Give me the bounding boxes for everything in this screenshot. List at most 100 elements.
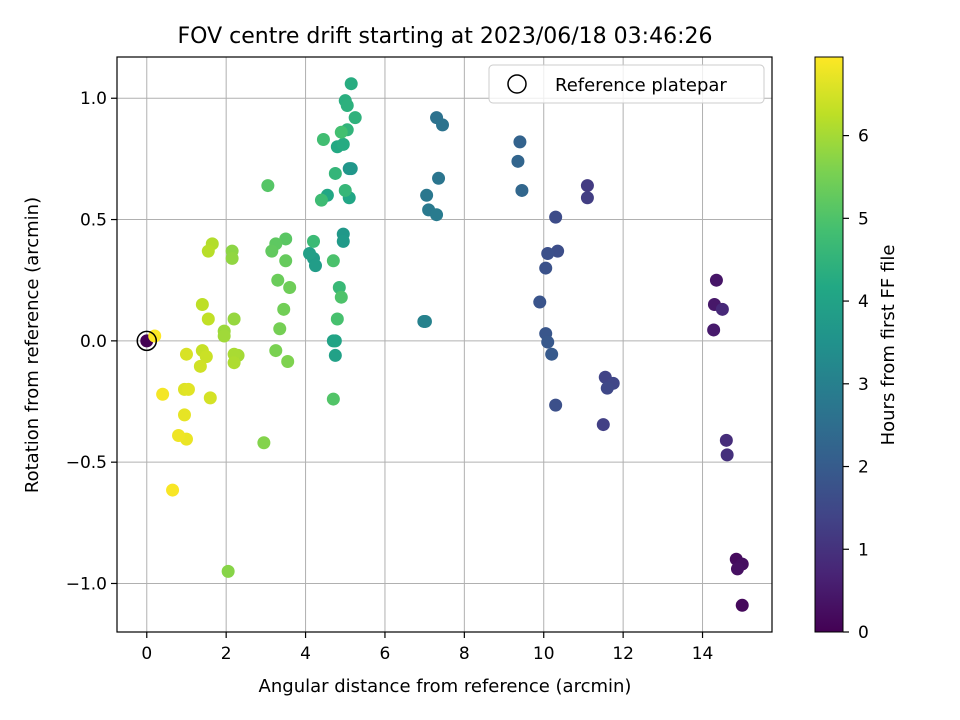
data-point <box>513 135 527 149</box>
colorbar-tick-label: 0 <box>858 623 869 643</box>
data-point <box>303 247 317 261</box>
data-point <box>541 335 555 349</box>
data-point <box>308 259 322 273</box>
data-point <box>549 398 563 412</box>
data-point <box>225 251 239 265</box>
x-tick-label: 14 <box>692 644 714 664</box>
data-point <box>273 322 287 336</box>
x-axis-label: Angular distance from reference (arcmin) <box>259 676 632 697</box>
y-axis-label: Rotation from reference (arcmin) <box>22 197 43 493</box>
data-point <box>179 347 193 361</box>
data-point <box>221 564 235 578</box>
colorbar-tick-label: 5 <box>858 209 869 229</box>
data-point <box>283 280 297 294</box>
data-point <box>193 359 207 373</box>
data-point <box>539 261 553 275</box>
data-point <box>195 297 209 311</box>
data-point <box>328 166 342 180</box>
data-point <box>545 347 559 361</box>
data-point <box>344 162 358 176</box>
data-point <box>436 118 450 132</box>
data-point <box>541 247 555 261</box>
data-point <box>279 254 293 268</box>
data-point <box>600 381 614 395</box>
colorbar-tick-label: 6 <box>858 127 869 147</box>
legend: Reference platepar <box>488 64 765 104</box>
data-point <box>156 387 170 401</box>
data-point <box>281 354 295 368</box>
data-point <box>511 154 525 168</box>
data-point <box>328 348 342 362</box>
data-point <box>336 137 350 151</box>
data-point <box>257 436 271 450</box>
grid <box>117 57 772 632</box>
colorbar-ticks: 0 1 2 3 4 5 6 <box>843 127 869 643</box>
axis-ticks: 0 2 4 6 8 10 12 14 1.0 0.5 0.0 −0.5 −1.0 <box>66 89 714 664</box>
data-point <box>201 312 215 326</box>
data-point <box>328 334 342 348</box>
data-point <box>719 433 733 447</box>
data-point <box>269 344 283 358</box>
data-point <box>326 254 340 268</box>
data-point <box>551 244 565 258</box>
data-point <box>326 392 340 406</box>
chart-title: FOV centre drift starting at 2023/06/18 … <box>178 24 713 49</box>
data-point <box>265 244 279 258</box>
colorbar-tick-label: 2 <box>858 458 869 478</box>
data-points <box>136 77 749 612</box>
data-point <box>420 188 434 202</box>
data-point <box>314 193 328 207</box>
data-point <box>533 295 547 309</box>
data-point <box>340 99 354 113</box>
x-tick-label: 4 <box>300 644 311 664</box>
legend-label: Reference platepar <box>555 75 727 96</box>
colorbar-gradient <box>814 56 844 633</box>
colorbar: 0 1 2 3 4 5 6 Hours from first FF file <box>814 56 899 643</box>
data-point <box>166 483 180 497</box>
y-tick-label: 1.0 <box>80 89 107 109</box>
data-point <box>432 171 446 185</box>
data-point <box>549 210 563 224</box>
data-point <box>279 232 293 246</box>
data-point <box>227 312 241 326</box>
data-point <box>430 208 444 222</box>
data-point <box>709 273 723 287</box>
data-point <box>181 382 195 396</box>
data-point <box>735 598 749 612</box>
legend-box <box>488 64 765 104</box>
x-tick-label: 12 <box>612 644 634 664</box>
plot-frame <box>116 56 773 633</box>
x-tick-label: 2 <box>221 644 232 664</box>
data-point <box>334 125 348 139</box>
data-point <box>730 562 744 576</box>
x-tick-label: 10 <box>533 644 555 664</box>
y-tick-label: 0.0 <box>80 332 107 352</box>
data-point <box>334 290 348 304</box>
data-point <box>227 356 241 370</box>
data-point <box>707 323 721 337</box>
data-point <box>271 273 285 287</box>
data-point <box>172 428 186 442</box>
data-point <box>418 314 432 328</box>
data-point <box>344 77 358 91</box>
data-point <box>201 244 215 258</box>
colorbar-tick-label: 4 <box>858 292 869 312</box>
data-point <box>199 350 213 364</box>
data-point <box>203 391 217 405</box>
data-point <box>580 179 594 193</box>
x-tick-label: 6 <box>380 644 391 664</box>
x-tick-label: 8 <box>459 644 470 664</box>
data-point <box>261 179 275 193</box>
reference-platepar-marker <box>136 330 158 352</box>
colorbar-tick-label: 3 <box>858 375 869 395</box>
data-point <box>330 312 344 326</box>
colorbar-label: Hours from first FF file <box>878 245 899 446</box>
colorbar-tick-label: 1 <box>858 540 869 560</box>
data-point <box>720 448 734 462</box>
data-point <box>580 191 594 205</box>
legend-marker-icon <box>507 74 527 94</box>
data-point <box>338 183 352 197</box>
x-tick-label: 0 <box>141 644 152 664</box>
y-tick-label: 0.5 <box>80 211 107 231</box>
